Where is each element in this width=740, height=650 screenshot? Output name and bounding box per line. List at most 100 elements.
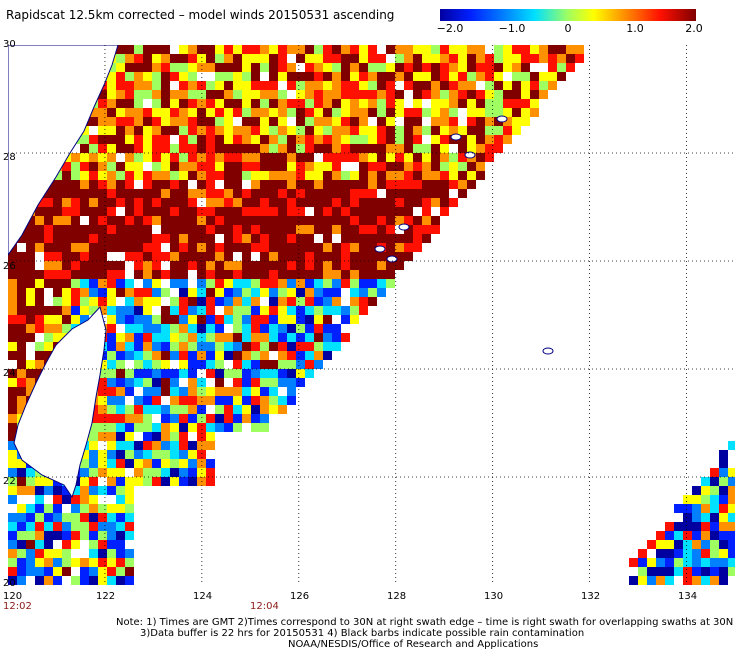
wind-difference-cell xyxy=(512,99,521,108)
wind-difference-cell xyxy=(8,459,17,468)
wind-difference-cell xyxy=(35,540,44,549)
wind-difference-cell xyxy=(8,333,17,342)
wind-difference-cell xyxy=(458,99,467,108)
wind-difference-cell xyxy=(269,135,278,144)
wind-difference-cell xyxy=(215,162,224,171)
wind-difference-cell xyxy=(116,54,125,63)
wind-difference-cell xyxy=(440,99,449,108)
wind-difference-cell xyxy=(422,72,431,81)
wind-difference-cell xyxy=(107,225,116,234)
wind-difference-cell xyxy=(233,405,242,414)
wind-difference-cell xyxy=(71,180,80,189)
wind-difference-cell xyxy=(206,45,215,54)
wind-difference-cell xyxy=(251,180,260,189)
wind-difference-cell xyxy=(44,207,53,216)
wind-difference-cell xyxy=(314,306,323,315)
wind-difference-cell xyxy=(107,261,116,270)
wind-difference-cell xyxy=(269,288,278,297)
wind-difference-cell xyxy=(134,396,143,405)
wind-difference-cell xyxy=(107,522,116,531)
wind-difference-cell xyxy=(332,189,341,198)
wind-difference-cell xyxy=(107,558,116,567)
wind-difference-cell xyxy=(521,81,530,90)
wind-difference-cell xyxy=(557,54,566,63)
wind-difference-cell xyxy=(332,90,341,99)
wind-difference-cell xyxy=(89,486,98,495)
wind-difference-cell xyxy=(296,243,305,252)
wind-difference-cell xyxy=(89,162,98,171)
wind-difference-cell xyxy=(170,198,179,207)
wind-difference-cell xyxy=(413,117,422,126)
wind-difference-cell xyxy=(521,72,530,81)
wind-difference-cell xyxy=(683,513,692,522)
wind-difference-cell xyxy=(170,405,179,414)
wind-difference-cell xyxy=(44,567,53,576)
wind-difference-cell xyxy=(242,81,251,90)
wind-difference-cell xyxy=(701,477,710,486)
wind-difference-cell xyxy=(35,558,44,567)
wind-difference-cell xyxy=(629,576,638,585)
wind-difference-cell xyxy=(26,468,35,477)
wind-difference-cell xyxy=(143,54,152,63)
wind-difference-cell xyxy=(431,81,440,90)
wind-difference-cell xyxy=(80,477,89,486)
wind-difference-cell xyxy=(143,333,152,342)
wind-difference-cell xyxy=(17,378,26,387)
wind-difference-cell xyxy=(233,396,242,405)
wind-difference-cell xyxy=(89,531,98,540)
wind-difference-cell xyxy=(116,558,125,567)
wind-difference-cell xyxy=(35,216,44,225)
wind-difference-cell xyxy=(143,297,152,306)
wind-difference-cell xyxy=(260,99,269,108)
wind-difference-cell xyxy=(98,450,107,459)
wind-difference-cell xyxy=(26,252,35,261)
wind-difference-cell xyxy=(125,81,134,90)
wind-difference-cell xyxy=(251,270,260,279)
wind-difference-cell xyxy=(125,198,134,207)
wind-difference-cell xyxy=(467,63,476,72)
wind-difference-cell xyxy=(395,153,404,162)
wind-difference-cell xyxy=(188,135,197,144)
wind-difference-cell xyxy=(62,189,71,198)
wind-difference-cell xyxy=(278,279,287,288)
wind-difference-cell xyxy=(8,324,17,333)
wind-difference-cell xyxy=(98,216,107,225)
wind-difference-cell xyxy=(125,288,134,297)
wind-difference-cell xyxy=(107,378,116,387)
wind-difference-cell xyxy=(143,351,152,360)
wind-difference-cell xyxy=(107,171,116,180)
wind-difference-cell xyxy=(728,540,735,549)
wind-difference-cell xyxy=(332,279,341,288)
wind-difference-cell xyxy=(440,171,449,180)
wind-difference-cell xyxy=(674,549,683,558)
wind-difference-cell xyxy=(305,360,314,369)
wind-difference-cell xyxy=(314,198,323,207)
wind-difference-cell xyxy=(278,126,287,135)
wind-difference-cell xyxy=(341,108,350,117)
wind-difference-cell xyxy=(269,216,278,225)
wind-difference-cell xyxy=(98,405,107,414)
wind-difference-cell xyxy=(647,576,656,585)
wind-difference-cell xyxy=(314,180,323,189)
wind-difference-cell xyxy=(170,306,179,315)
wind-difference-cell xyxy=(161,315,170,324)
wind-difference-cell xyxy=(125,567,134,576)
wind-difference-cell xyxy=(350,135,359,144)
wind-difference-cell xyxy=(98,486,107,495)
footnote-line: NOAA/NESDIS/Office of Research and Appli… xyxy=(288,639,539,650)
wind-difference-cell xyxy=(386,225,395,234)
wind-difference-cell xyxy=(710,531,719,540)
wind-difference-cell xyxy=(728,441,735,450)
wind-difference-cell xyxy=(269,198,278,207)
wind-difference-cell xyxy=(8,387,17,396)
wind-difference-cell xyxy=(323,270,332,279)
wind-difference-cell xyxy=(368,252,377,261)
wind-difference-cell xyxy=(728,468,735,477)
wind-difference-cell xyxy=(368,261,377,270)
wind-difference-cell xyxy=(188,477,197,486)
wind-difference-cell xyxy=(242,414,251,423)
wind-difference-cell xyxy=(260,378,269,387)
wind-difference-cell xyxy=(152,324,161,333)
wind-difference-cell xyxy=(161,270,170,279)
wind-difference-cell xyxy=(116,549,125,558)
